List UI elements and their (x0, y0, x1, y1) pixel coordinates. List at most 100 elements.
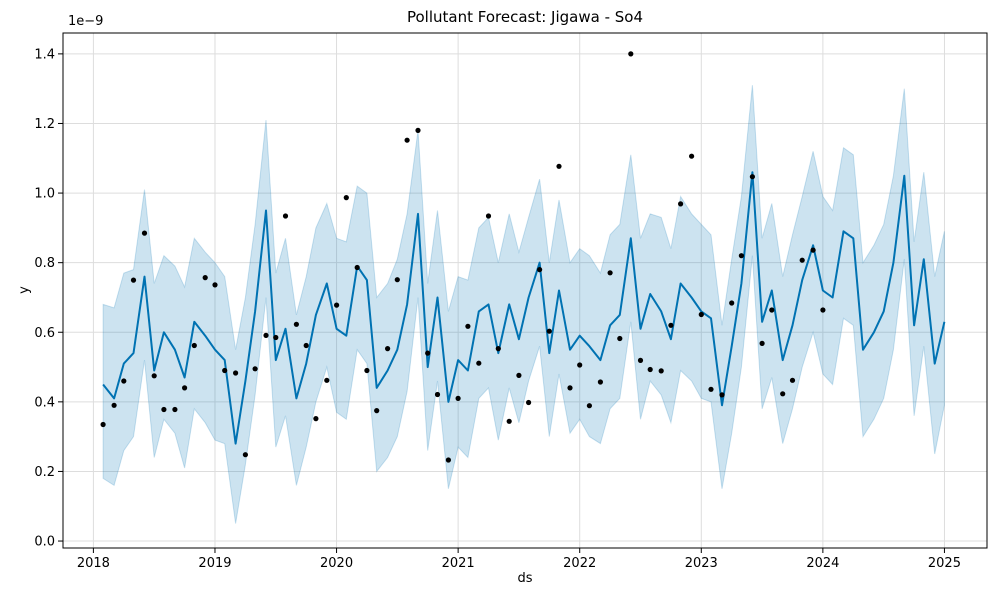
observed-point (799, 257, 805, 263)
observed-point (556, 163, 562, 169)
observed-point (202, 275, 208, 281)
observed-point (780, 391, 786, 397)
observed-point (698, 311, 704, 318)
observed-point (617, 335, 623, 342)
y-tick-label: 0.8 (34, 256, 55, 271)
chart-title: Pollutant Forecast: Jigawa - So4 (407, 8, 643, 26)
observed-point (222, 367, 228, 374)
observed-point (121, 378, 127, 384)
observed-point (191, 342, 197, 349)
observed-point (537, 267, 543, 273)
observed-point (354, 264, 360, 271)
observed-point (334, 302, 340, 308)
observed-point (161, 406, 167, 413)
y-tick-label: 0.0 (34, 535, 55, 550)
observed-point (506, 418, 512, 424)
observed-point (769, 307, 775, 313)
observed-point (233, 370, 239, 376)
observed-point (385, 346, 391, 352)
observed-point (465, 323, 471, 329)
observed-point (495, 346, 501, 352)
observed-point (324, 377, 330, 383)
observed-point (364, 367, 370, 374)
y-axis-label: y (17, 286, 32, 294)
x-tick-label: 2018 (77, 556, 110, 571)
observed-point (526, 399, 532, 406)
y-tick-label: 1.0 (34, 187, 55, 202)
y-tick-label: 0.2 (34, 465, 55, 480)
observed-point (252, 366, 258, 372)
observed-point (303, 342, 309, 349)
x-tick-label: 2019 (198, 556, 231, 571)
y-tick-label: 1.4 (34, 47, 55, 62)
x-tick-label: 2020 (320, 556, 353, 571)
observed-point (415, 127, 421, 133)
observed-point (100, 421, 106, 428)
y-tick-label: 0.4 (34, 395, 55, 410)
observed-point (607, 270, 613, 276)
observed-point (263, 332, 269, 338)
observed-point (810, 247, 816, 253)
observed-point (628, 51, 634, 57)
observed-point (678, 201, 684, 207)
observed-point (293, 321, 299, 327)
x-tick-label: 2025 (928, 556, 961, 571)
observed-point (273, 334, 279, 341)
observed-point (282, 213, 289, 219)
plot-frame (62, 32, 988, 549)
observed-point (455, 395, 461, 401)
observed-point (425, 350, 431, 356)
observed-point (749, 174, 756, 180)
observed-point (242, 452, 248, 458)
grid (63, 33, 987, 548)
observed-point (343, 195, 349, 201)
x-axis-label: ds (517, 571, 532, 586)
observed-point (172, 406, 178, 413)
observed-point (637, 357, 644, 363)
x-tick-label: 2022 (563, 556, 596, 571)
observed-point (394, 277, 400, 283)
observed-point (647, 366, 653, 373)
observed-point (546, 328, 552, 334)
observed-point (658, 368, 664, 374)
observed-point (182, 385, 188, 391)
x-tick-label: 2024 (806, 556, 839, 571)
observed-point (130, 277, 137, 283)
observed-point (434, 391, 441, 398)
observed-point (708, 386, 714, 392)
observed-point (313, 416, 319, 422)
observed-point (577, 362, 583, 368)
observed-point (141, 230, 148, 236)
y-scale-label: 1e−9 (68, 14, 103, 29)
uncertainty-band (102, 85, 945, 524)
observed-points-layer (100, 51, 826, 463)
observed-point (689, 153, 695, 159)
observed-point (516, 372, 522, 378)
observed-point (151, 373, 157, 379)
observed-point (404, 137, 410, 143)
forecast-line-layer (102, 171, 946, 445)
observed-point (445, 457, 451, 463)
observed-point (729, 300, 735, 306)
observed-point (485, 213, 492, 219)
y-tick-label: 1.2 (34, 117, 55, 132)
observed-point (597, 379, 604, 385)
observed-point (668, 322, 674, 328)
observed-point (586, 403, 593, 409)
y-tick-label: 0.6 (34, 326, 55, 341)
observed-point (567, 385, 573, 391)
x-tick-label: 2021 (442, 556, 475, 571)
x-axis-ticks: 2018 2019 2020 2021 2022 2023 2024 2025 (77, 548, 961, 571)
observed-point (374, 408, 380, 414)
uncertainty-band-layer (102, 85, 945, 524)
y-axis-ticks: 0.0 0.2 0.4 0.6 0.8 1.0 1.2 1.4 (34, 47, 63, 550)
observed-point (759, 340, 765, 346)
observed-point (789, 377, 796, 383)
observed-point (212, 282, 218, 288)
observed-point (476, 360, 482, 366)
observed-point (738, 253, 745, 259)
forecast-line (102, 171, 946, 445)
observed-point (719, 392, 725, 398)
